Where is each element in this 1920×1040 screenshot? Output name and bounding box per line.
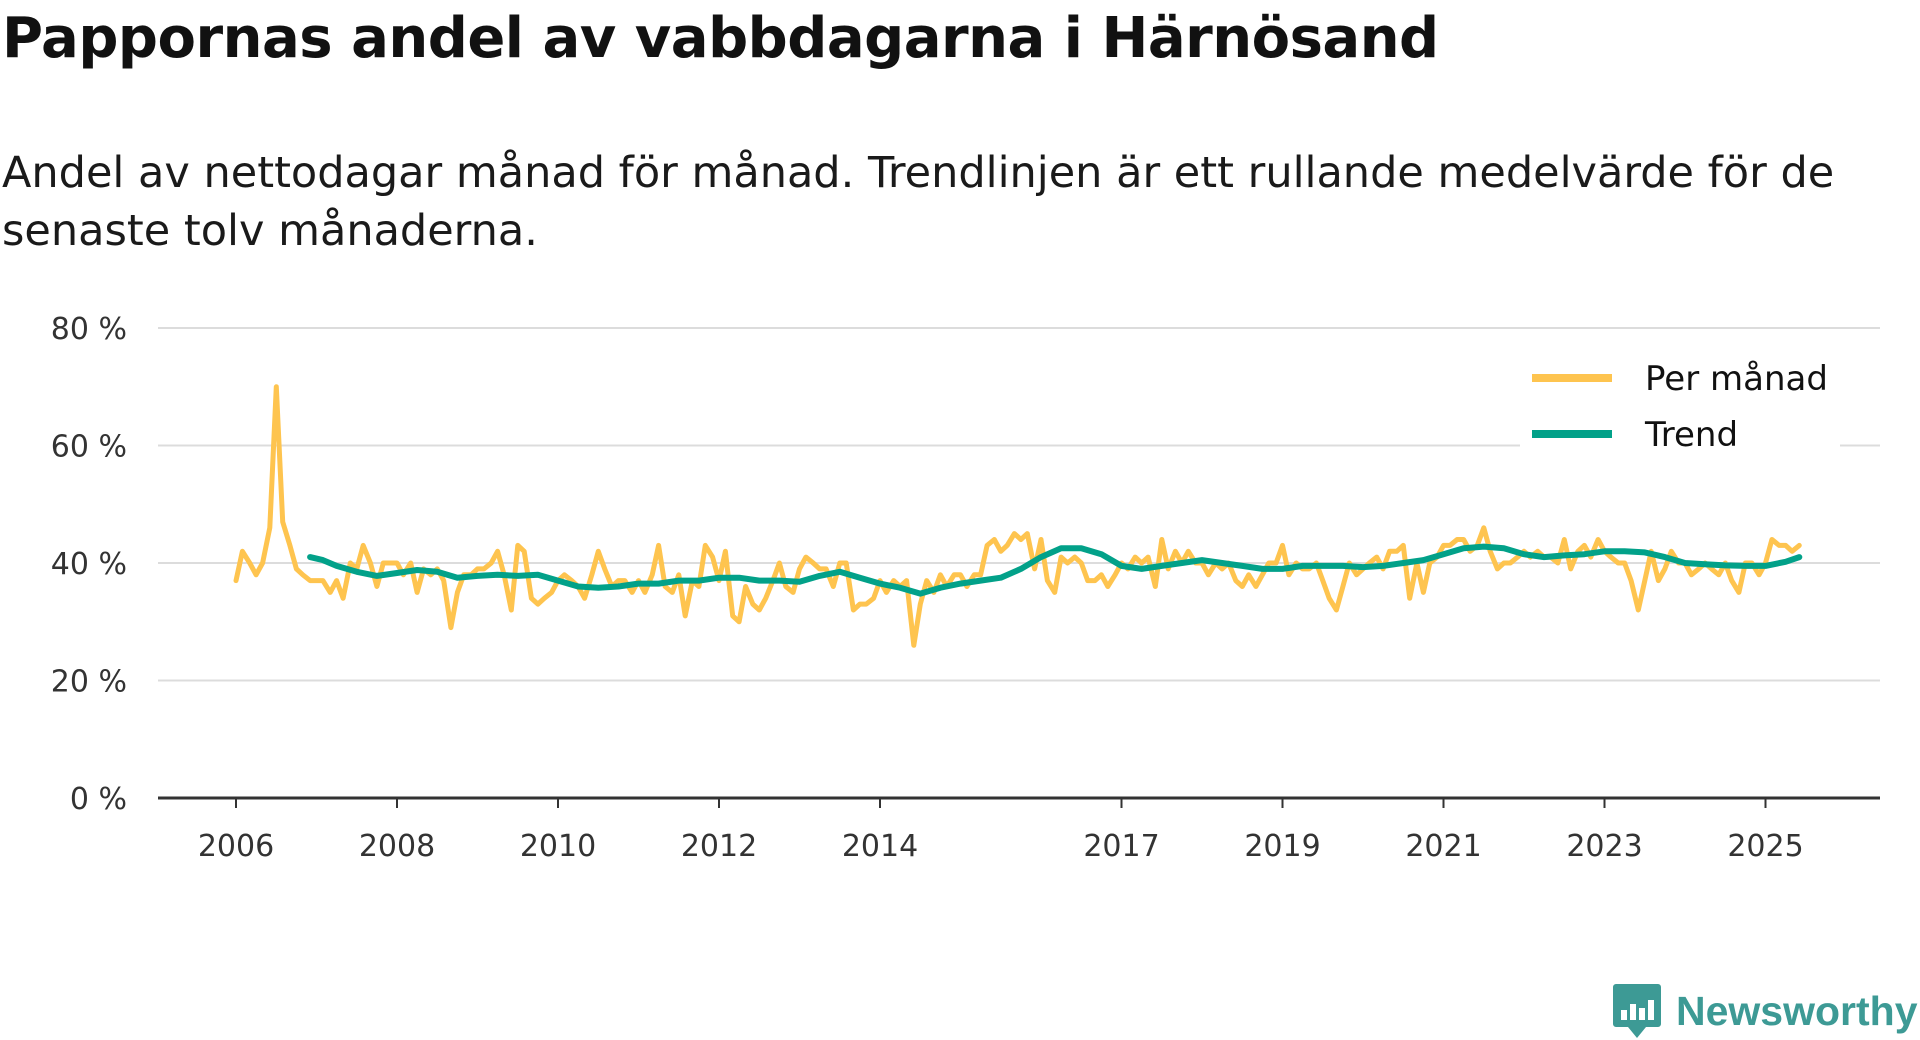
x-tick-label: 2008 [359,829,435,864]
series-line-trend [307,543,1803,597]
x-tick-label: 2021 [1405,829,1481,864]
legend-label: Per månad [1645,359,1828,399]
x-tick-label: 2023 [1566,829,1642,864]
series-line-monthly [233,384,1802,648]
legend-label: Trend [1644,415,1738,455]
y-tick-label: 0 % [70,782,127,817]
x-tick-label: 2006 [198,829,274,864]
y-tick-label: 80 % [51,312,127,347]
y-tick-label: 20 % [51,665,127,700]
chart-title: Pappornas andel av vabbdagarna i Härnösa… [2,6,1439,71]
y-tick-label: 40 % [51,547,127,582]
bar-chart-speech-icon [1613,984,1661,1038]
brand-name: Newsworthy [1676,987,1918,1034]
series [233,384,1803,648]
x-tick-label: 2010 [520,829,596,864]
axes: 0 % 20 % 40 % 60 % 80 % 2006 2008 2010 2012 2014 2… [51,312,1880,864]
x-tick-label: 2012 [681,829,757,864]
brand-logo: Newsworthy [1612,982,1918,1040]
y-tick-label: 60 % [51,430,127,465]
x-tick-label: 2025 [1727,829,1803,864]
x-tick-label: 2014 [842,829,918,864]
legend: Per månad Trend [1520,350,1840,455]
x-tick-label: 2017 [1083,829,1159,864]
chart-subtitle: Andel av nettodagar månad för månad. Tre… [2,148,1835,256]
x-tick-label: 2019 [1244,829,1320,864]
